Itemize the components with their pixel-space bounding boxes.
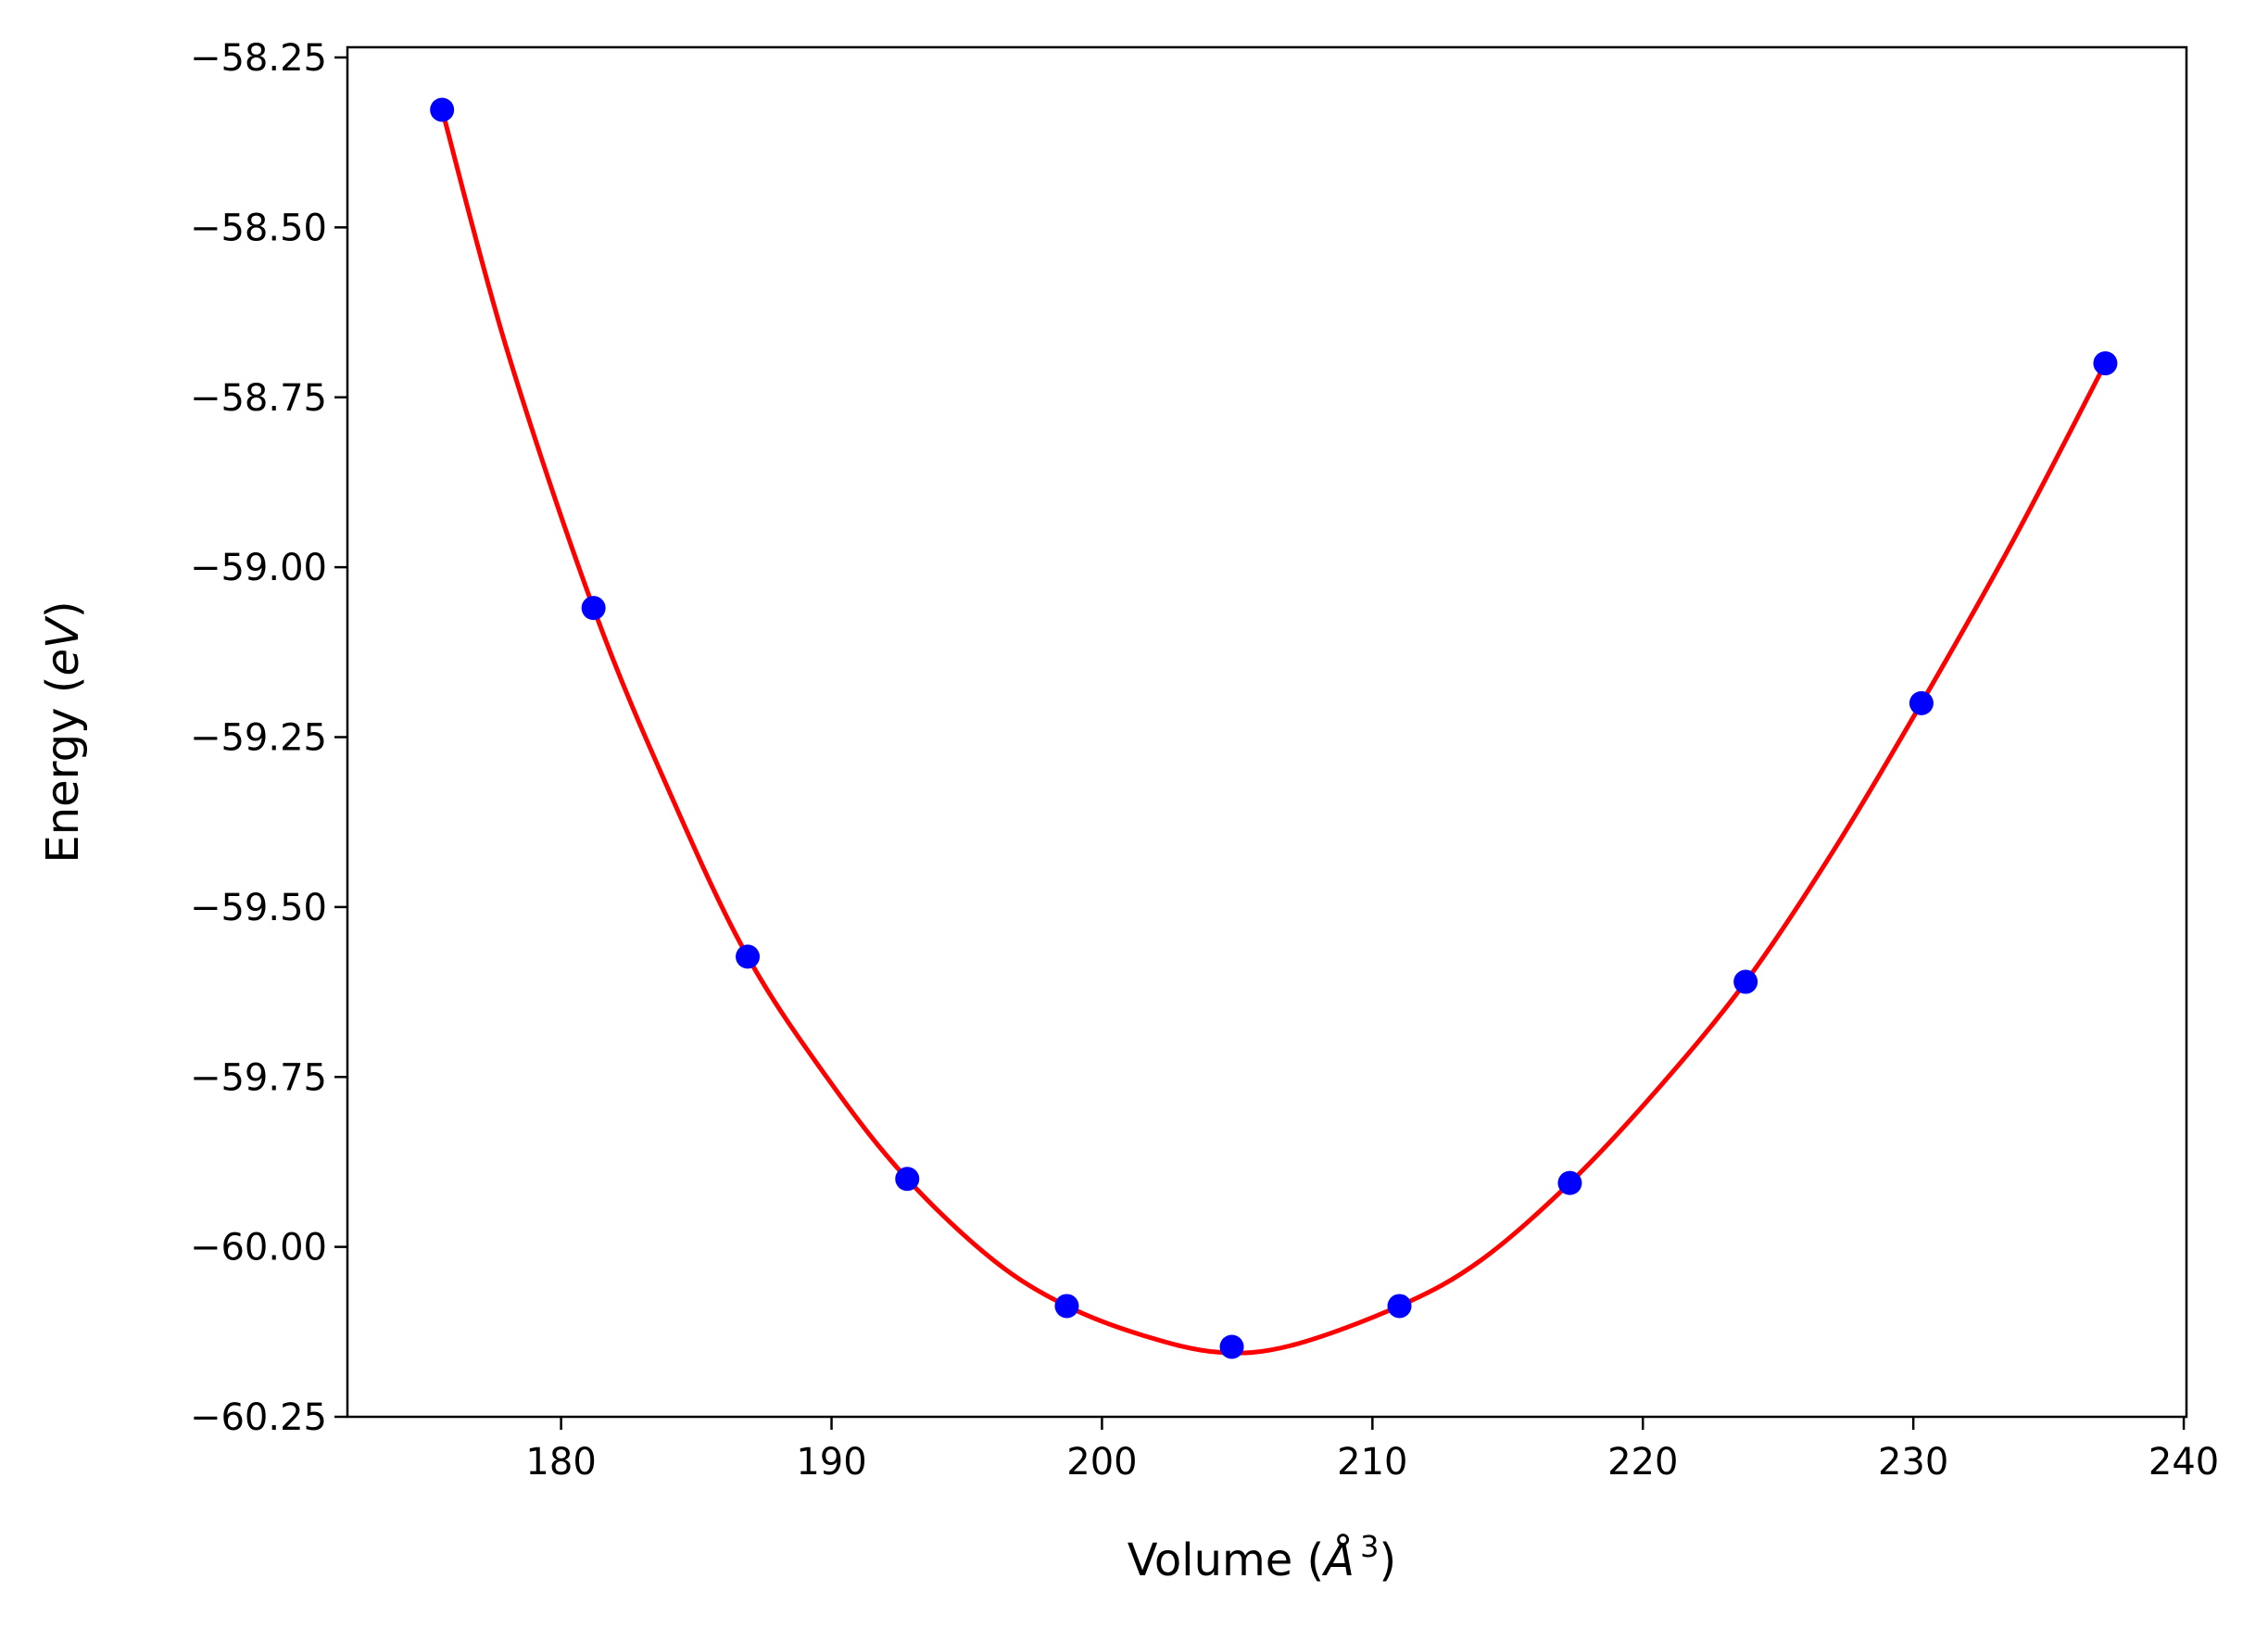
y-axis-title-unit: eV (37, 615, 89, 676)
data-point (1557, 1170, 1582, 1195)
y-tick-label: −59.75 (190, 1056, 327, 1099)
data-point (581, 596, 606, 621)
data-point (1219, 1334, 1244, 1359)
x-tick-label: 220 (1607, 1441, 1678, 1484)
x-axis-title-tail: ) (1379, 1534, 1396, 1586)
data-point (1733, 969, 1758, 994)
y-axis-title: Energy (eV) (37, 600, 89, 863)
y-tick-label: −58.75 (190, 377, 327, 420)
y-tick-label: −58.25 (190, 37, 327, 80)
y-tick-label: −58.50 (190, 207, 327, 249)
x-tick-label: 200 (1066, 1441, 1137, 1484)
fit-curve (439, 107, 2108, 1356)
x-axis-title-symbol: Å (1321, 1534, 1354, 1586)
plot-layer (430, 97, 2118, 1359)
y-tick-label: −59.25 (190, 717, 327, 760)
y-tick-label: −59.00 (190, 547, 327, 589)
y-axis: −58.25 −58.50 −58.75 −59.00 −59.25 −59.50 −59.… (190, 37, 347, 1439)
x-axis-title-exponent: 3 (1360, 1529, 1379, 1564)
y-axis-title-tail: ) (37, 600, 89, 618)
x-tick-label: 210 (1337, 1441, 1407, 1484)
data-point (1054, 1294, 1079, 1319)
data-point (895, 1167, 920, 1192)
y-tick-label: −60.00 (190, 1227, 327, 1269)
y-tick-label: −59.50 (190, 887, 327, 929)
data-point (2093, 351, 2118, 376)
x-axis-title-lead: Volume ( (1128, 1534, 1325, 1586)
x-axis: 180 190 200 210 220 230 240 (525, 1417, 2219, 1484)
y-tick-label: −60.25 (190, 1396, 327, 1439)
x-tick-label: 180 (525, 1441, 596, 1484)
x-tick-label: 190 (796, 1441, 866, 1484)
data-point (1909, 690, 1934, 715)
x-tick-label: 230 (1878, 1441, 1948, 1484)
data-point (736, 944, 761, 969)
data-point (1387, 1294, 1412, 1319)
y-axis-title-lead: Energy ( (37, 676, 89, 864)
x-tick-label: 240 (2148, 1441, 2219, 1484)
plot-frame (346, 45, 2188, 1419)
x-axis-title: Volume (Å 3) (1128, 1529, 1396, 1586)
data-point (430, 97, 455, 122)
